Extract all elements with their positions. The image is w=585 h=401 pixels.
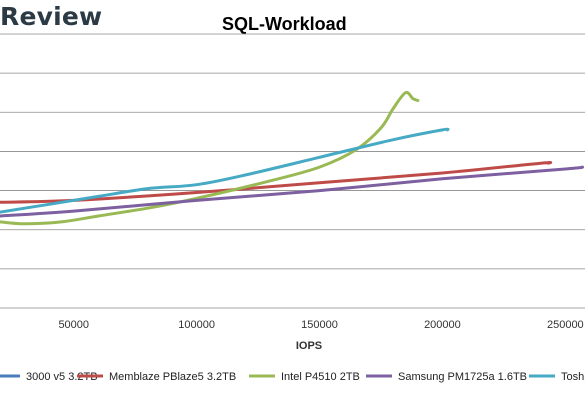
legend-label: Intel P4510 2TB <box>281 371 360 383</box>
series-line-4 <box>0 165 584 218</box>
series-line-3 <box>0 90 420 226</box>
legend-label: Samsung PM1725a 1.6TB <box>398 371 527 383</box>
legend: 3000 v5 3.2TB Memblaze PBlaze5 3.2TB Intel… <box>0 371 585 383</box>
x-tick-label: 150000 <box>301 319 338 331</box>
x-tick-label: 250000 <box>547 319 584 331</box>
chart-title: SQL-Workload <box>222 14 347 34</box>
x-tick-label: 200000 <box>424 319 461 331</box>
gridlines <box>0 33 585 309</box>
legend-label: Toshiba <box>561 371 585 383</box>
brand-logo-text: Review <box>0 2 103 31</box>
series-layer <box>0 90 584 226</box>
series-line-5 <box>0 127 450 214</box>
x-tick-label: 100000 <box>178 319 215 331</box>
x-tick-labels: 50000 100000 150000 200000 250000 <box>58 319 583 331</box>
legend-label: Memblaze PBlaze5 3.2TB <box>109 371 236 383</box>
legend-label: 3000 v5 3.2TB <box>26 371 98 383</box>
x-tick-label: 50000 <box>58 319 89 331</box>
x-axis-label: IOPS <box>296 340 322 352</box>
